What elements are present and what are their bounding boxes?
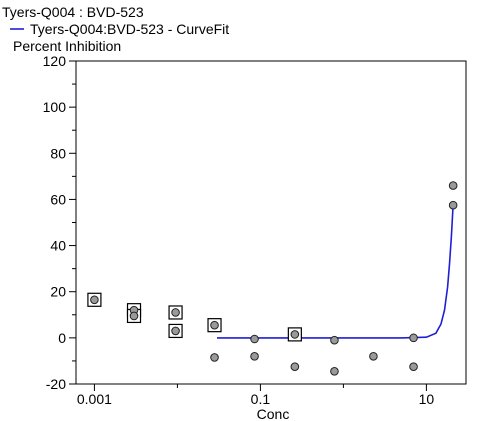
data-point — [250, 334, 259, 344]
data-point — [409, 333, 418, 343]
data-point — [171, 326, 180, 336]
data-point — [330, 367, 339, 376]
y-tick-label: 80 — [50, 145, 66, 161]
y-tick-label: 120 — [43, 53, 67, 69]
data-point — [250, 352, 259, 361]
data-point — [210, 353, 219, 362]
data-point — [448, 181, 458, 190]
data-point — [90, 295, 99, 305]
plot-frame — [75, 60, 467, 385]
x-tick-label: 0.001 — [77, 391, 112, 407]
y-tick-label: 60 — [50, 191, 66, 207]
data-point — [171, 308, 180, 317]
data-point — [290, 330, 300, 339]
y-tick-label: 100 — [43, 99, 67, 115]
y-tick-label: 20 — [50, 284, 66, 300]
data-point — [330, 335, 339, 345]
data-point — [369, 352, 378, 361]
data-point — [210, 320, 219, 330]
chart-title: Tyers-Q004 : BVD-523 — [2, 4, 144, 20]
y-tick-label: 40 — [50, 238, 66, 254]
curve-fit-line — [217, 205, 454, 339]
x-tick-label: 0.1 — [251, 391, 271, 407]
x-tick-label: 10 — [419, 391, 435, 407]
data-point — [448, 200, 458, 210]
legend-label: Tyers-Q004:BVD-523 - CurveFit — [30, 21, 229, 37]
y-tick-label: 0 — [58, 330, 66, 346]
data-point — [129, 311, 139, 321]
data-point — [290, 362, 300, 371]
y-axis: -20 0 20 40 60 80 100 120 — [43, 53, 76, 392]
x-axis-label: Conc — [257, 406, 290, 421]
x-axis: 0.001 0.1 10 — [77, 384, 435, 407]
y-tick-label: -20 — [46, 376, 66, 392]
data-point — [409, 362, 418, 371]
y-axis-label: Percent Inhibition — [13, 38, 121, 54]
data-points — [87, 181, 458, 376]
